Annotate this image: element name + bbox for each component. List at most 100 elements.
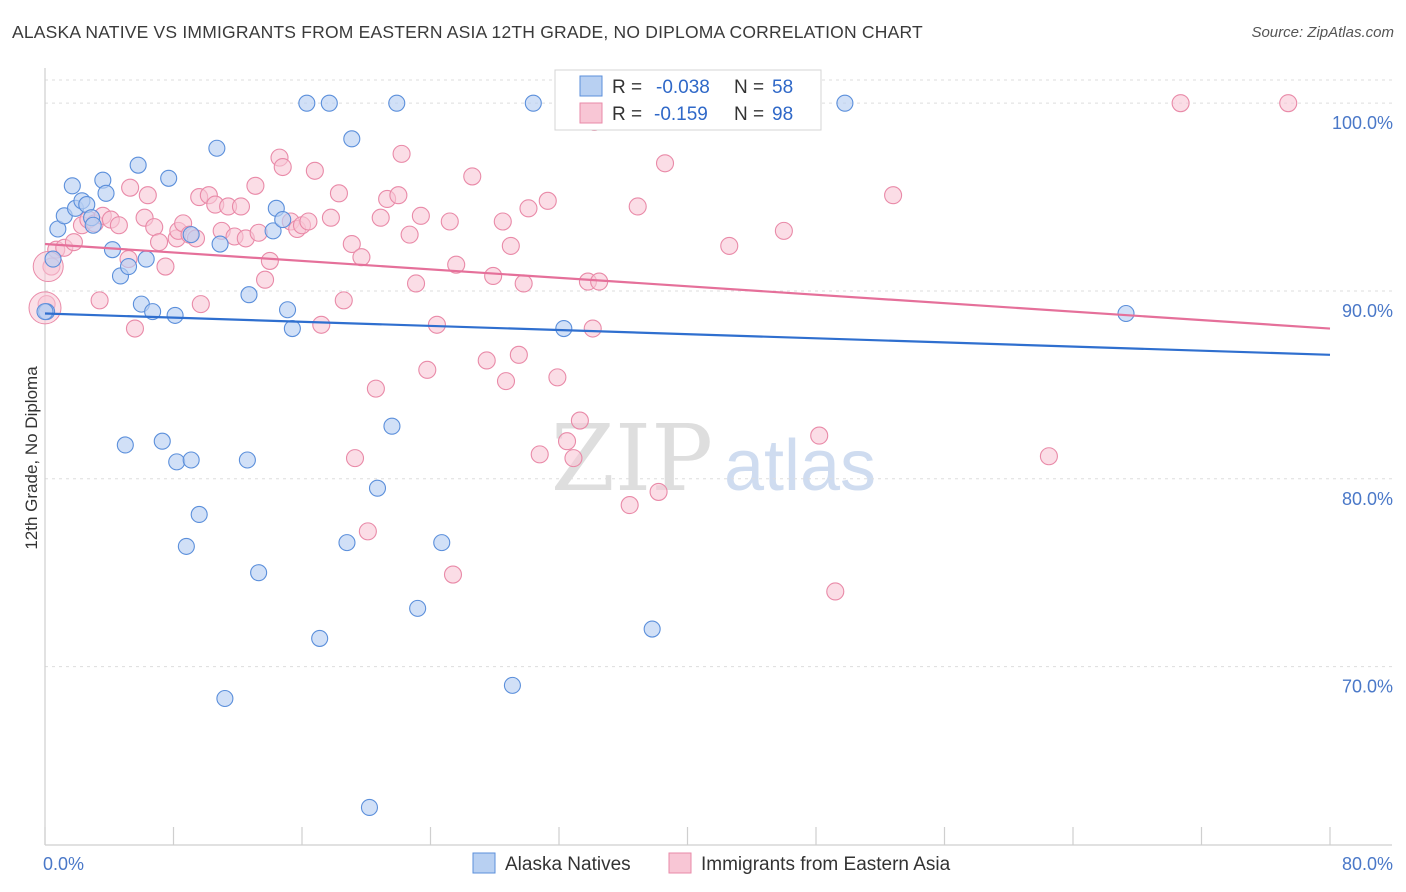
- immigrants-point: [305, 161, 324, 180]
- legend-pink-n-label: N =: [734, 104, 764, 125]
- alaska-point: [208, 139, 226, 157]
- immigrants-point: [64, 233, 83, 252]
- immigrants-point: [121, 178, 140, 197]
- alaska-point: [238, 451, 256, 469]
- immigrants-point: [884, 186, 903, 205]
- alaska-point: [433, 534, 451, 552]
- immigrants-point: [519, 199, 538, 218]
- immigrants-point: [406, 274, 426, 293]
- bottom-legend-immigrants: Immigrants from Eastern Asia: [701, 854, 951, 875]
- alaska-point: [503, 676, 521, 694]
- immigrants-point: [649, 482, 668, 501]
- alaska-point: [240, 286, 258, 304]
- alaska-point: [343, 130, 361, 148]
- immigrants-point: [774, 221, 793, 240]
- alaska-point: [383, 417, 401, 435]
- alaska-point: [160, 169, 178, 187]
- alaska-point: [63, 177, 81, 195]
- trend-lines: [44, 242, 1331, 356]
- alaska-point: [137, 250, 155, 268]
- immigrants-point: [231, 197, 251, 216]
- alaska-point: [36, 303, 54, 321]
- immigrants-point: [90, 291, 109, 310]
- alaska-point: [274, 211, 292, 229]
- immigrants-point: [1039, 447, 1058, 466]
- legend-blue-swatch: [579, 75, 603, 97]
- alaska-trend-line: [44, 312, 1331, 356]
- immigrants-point: [514, 274, 533, 293]
- legend-pink-r-value: -0.159: [654, 104, 708, 125]
- immigrants-point: [273, 157, 292, 177]
- immigrants-point: [149, 233, 169, 252]
- immigrants-point: [312, 315, 331, 334]
- immigrants-point: [191, 295, 210, 314]
- immigrants-point: [334, 291, 353, 310]
- alaska-point: [320, 94, 338, 112]
- axes: [44, 68, 1392, 846]
- immigrants-point: [496, 372, 516, 391]
- series-immigrants-points: [28, 94, 1298, 601]
- chart-source: Source: ZipAtlas.com: [1251, 24, 1394, 41]
- legend-pink-n-value: 98: [772, 104, 793, 125]
- immigrants-point: [358, 522, 377, 541]
- alaska-point: [409, 599, 427, 617]
- y-axis-label: 12th Grade, No Diploma: [22, 366, 41, 550]
- immigrants-point: [109, 216, 128, 235]
- alaska-point: [216, 689, 234, 708]
- y-tick-label: 100.0%: [1332, 113, 1393, 133]
- immigrants-point: [321, 208, 340, 227]
- bottom-legend-alaska: Alaska Natives: [505, 854, 631, 875]
- alaska-point: [388, 94, 406, 112]
- immigrants-point: [620, 496, 639, 515]
- immigrants-point: [463, 167, 482, 186]
- alaska-point: [643, 620, 661, 638]
- x-tick-label: 80.0%: [1342, 854, 1393, 874]
- alaska-point: [211, 235, 229, 253]
- immigrants-point: [246, 176, 265, 195]
- immigrants-point: [156, 257, 175, 276]
- immigrants-point: [440, 212, 459, 231]
- immigrants-point: [493, 212, 512, 231]
- immigrants-point: [810, 426, 829, 445]
- immigrants-point: [392, 144, 411, 163]
- immigrants-point: [371, 208, 390, 227]
- immigrants-point: [570, 411, 589, 430]
- alaska-point: [338, 534, 356, 552]
- alaska-point: [283, 319, 301, 338]
- series-legend: Alaska Natives Immigrants from Eastern A…: [472, 852, 951, 875]
- immigrants-point: [509, 345, 528, 364]
- alaska-point: [250, 564, 268, 582]
- immigrants-point: [260, 251, 279, 270]
- immigrants-point: [256, 270, 275, 289]
- legend-pink-swatch: [579, 102, 603, 124]
- immigrants-point: [329, 184, 348, 203]
- immigrants-point: [342, 234, 361, 254]
- bottom-legend-pink-swatch: [668, 852, 692, 874]
- legend-blue-r-value: -0.038: [656, 77, 710, 98]
- legend-blue-r-label: R =: [612, 77, 642, 98]
- immigrants-point: [655, 154, 675, 173]
- alaska-point: [368, 479, 387, 497]
- alaska-point: [168, 453, 186, 471]
- legend-pink-r-label: R =: [612, 104, 642, 125]
- alaska-point: [166, 306, 184, 324]
- immigrants-point: [352, 248, 371, 267]
- immigrants-point: [447, 255, 466, 274]
- immigrants-point: [628, 197, 647, 216]
- alaska-point: [84, 216, 102, 234]
- alaska-point: [360, 798, 379, 816]
- alaska-point: [264, 222, 282, 240]
- alaska-point: [97, 184, 115, 202]
- immigrants-point: [1171, 94, 1190, 113]
- immigrants-point: [418, 360, 437, 379]
- alaska-point: [836, 94, 854, 112]
- immigrants-point: [1279, 94, 1298, 113]
- x-tick-label: 0.0%: [43, 854, 84, 874]
- immigrants-point: [366, 379, 385, 398]
- immigrants-point: [345, 449, 365, 468]
- alaska-point: [555, 319, 573, 338]
- immigrants-point: [477, 351, 496, 370]
- immigrants-point: [145, 218, 164, 237]
- immigrants-point: [389, 186, 408, 205]
- tick-labels: 70.0% 80.0% 90.0% 100.0% 0.0% 80.0%: [43, 113, 1393, 874]
